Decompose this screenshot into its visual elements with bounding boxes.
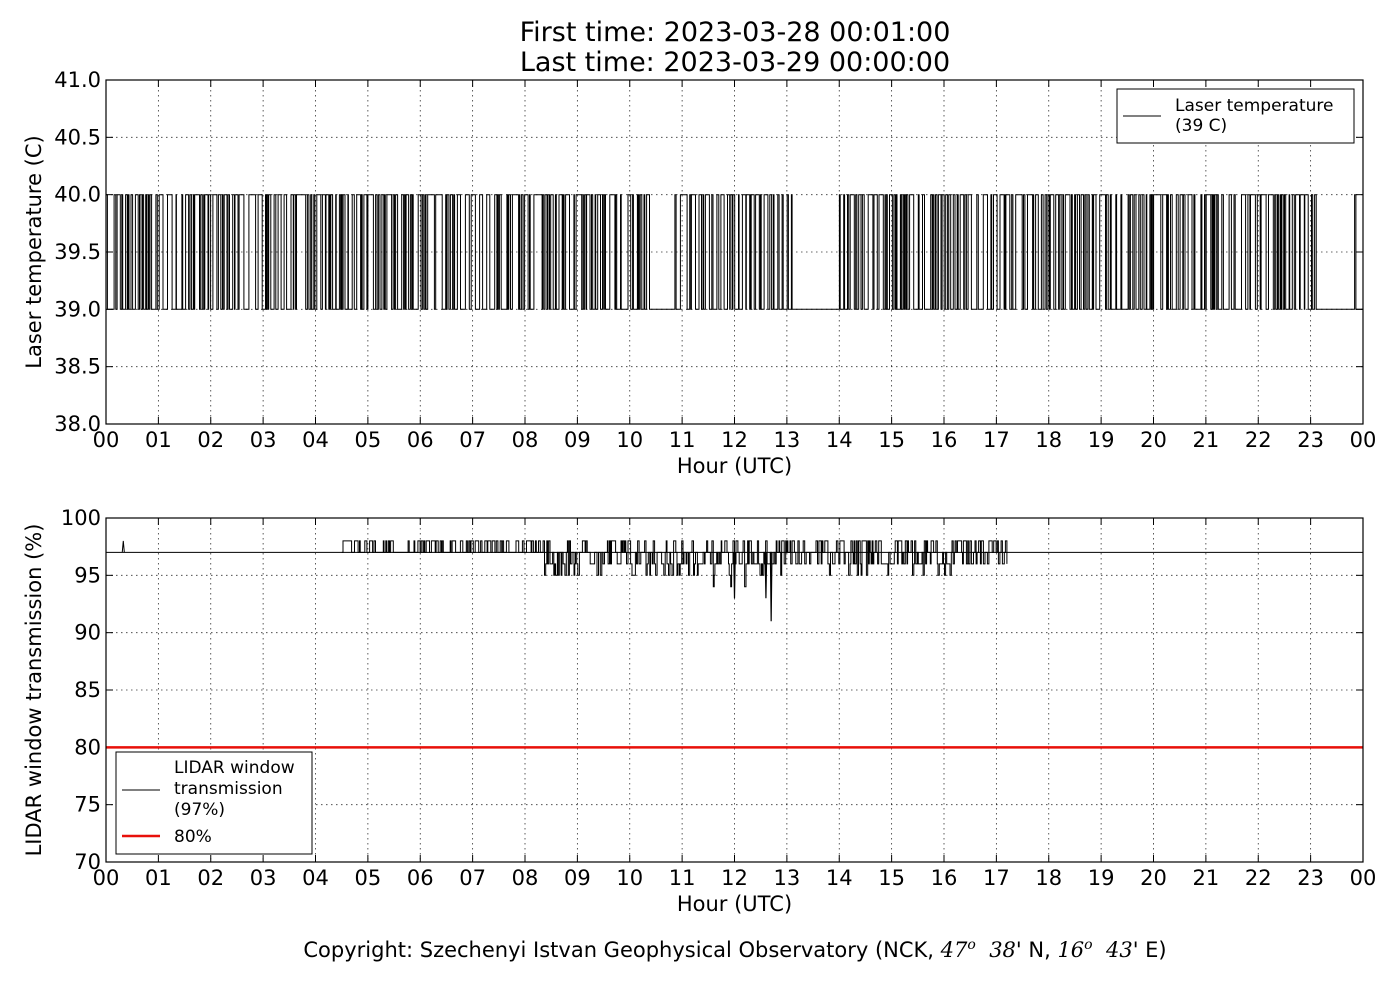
transmission-dip: [764, 552, 768, 599]
legend-label: Laser temperature: [1175, 96, 1333, 116]
legend-label: LIDAR window: [174, 758, 295, 778]
x-tick-label: 15: [878, 866, 905, 890]
x-tick-label: 14: [826, 866, 853, 890]
x-tick-label: 05: [355, 866, 382, 890]
longitude-suffix: ' E): [1132, 938, 1167, 962]
x-tick-label: 08: [512, 866, 539, 890]
x-tick-label: 22: [1245, 428, 1272, 452]
x-tick-label: 16: [931, 428, 958, 452]
lidar-transmission-panel: 00 01 02 03 04 05 06 07 08 09 10 11 12 13 14 15 16 17 18 19…: [22, 506, 1376, 916]
chart-title-line-2: Last time: 2023-03-29 00:00:00: [519, 47, 951, 78]
x-tick-label: 05: [355, 428, 382, 452]
x-tick-label: 23: [1297, 428, 1324, 452]
laser-temperature-series-line: [106, 194, 1363, 310]
x-tick-label: 04: [302, 428, 329, 452]
x-tick-label: 03: [250, 866, 277, 890]
x-tick-label: 18: [1035, 428, 1062, 452]
transmission-dip: [733, 552, 736, 599]
legend-label-threshold: 80%: [174, 827, 212, 847]
x-tick-label: 19: [1088, 866, 1115, 890]
x-tick-label: 15: [878, 428, 905, 452]
longitude-minutes: 43: [1105, 938, 1133, 962]
transmission-series-line: [341, 540, 1008, 588]
x-tick-label: 09: [564, 866, 591, 890]
x-tick-label: 00: [1350, 866, 1377, 890]
plot-frame: [105, 517, 1364, 863]
y-tick-label: 70: [74, 850, 101, 874]
x-tick-label: 01: [145, 866, 172, 890]
x-tick-label: 02: [197, 866, 224, 890]
x-axis-label: Hour (UTC): [677, 892, 792, 916]
x-tick-label: 08: [512, 428, 539, 452]
x-tick-label: 00: [1350, 428, 1377, 452]
y-axis-label: LIDAR window transmission (%): [22, 524, 46, 857]
laser-temperature-panel: 00 01 02 03 04 05 06 07 08 09 10 11 12 13 14 15 16 17 18 19…: [22, 68, 1376, 478]
x-tick-label: 10: [616, 866, 643, 890]
x-tick-label: 23: [1297, 866, 1324, 890]
transmission-spike: [121, 540, 125, 553]
x-tick-label: 17: [983, 866, 1010, 890]
x-tick-label: 18: [1035, 866, 1062, 890]
x-tick-label: 03: [250, 428, 277, 452]
longitude-degrees: 16: [1057, 938, 1085, 962]
y-tick-label: 38.5: [54, 355, 101, 379]
y-tick-label: 38.0: [54, 412, 101, 436]
latitude-minutes: 38: [989, 938, 1016, 962]
x-tick-label: 02: [197, 428, 224, 452]
copyright-footer: Copyright: Szechenyi Istvan Geophysical …: [0, 937, 1400, 962]
degree-mark: o: [967, 937, 976, 953]
legend-label: transmission: [174, 779, 283, 799]
y-tick-label: 100: [61, 506, 101, 530]
y-tick-label: 39.0: [54, 297, 101, 321]
y-tick-label: 40.5: [54, 125, 101, 149]
plot-frame: [105, 79, 1364, 425]
x-tick-label: 22: [1245, 866, 1272, 890]
x-tick-label: 06: [407, 428, 434, 452]
x-axis-label: Hour (UTC): [677, 454, 792, 478]
x-tick-label: 13: [774, 428, 801, 452]
x-tick-label: 00: [93, 428, 120, 452]
x-tick-label: 06: [407, 866, 434, 890]
x-tick-label: 04: [302, 866, 329, 890]
y-tick-label: 75: [74, 793, 101, 817]
x-tick-label: 17: [983, 428, 1010, 452]
y-tick-label: 41.0: [54, 68, 101, 92]
x-tick-label: 07: [459, 428, 486, 452]
legend-label: (39 C): [1175, 116, 1227, 136]
x-tick-label: 07: [459, 866, 486, 890]
y-tick-label: 95: [74, 563, 101, 587]
x-tick-label: 12: [721, 866, 748, 890]
y-tick-label: 40.0: [54, 183, 101, 207]
transmission-dip: [769, 552, 773, 622]
x-tick-label: 12: [721, 428, 748, 452]
x-tick-label: 11: [669, 866, 696, 890]
x-tick-label: 11: [669, 428, 696, 452]
copyright-prefix: Copyright: Szechenyi Istvan Geophysical …: [303, 938, 941, 962]
x-tick-label: 20: [1140, 428, 1167, 452]
degree-mark: o: [1084, 937, 1093, 953]
latitude-suffix: ' N,: [1015, 938, 1058, 962]
x-tick-label: 13: [774, 866, 801, 890]
x-tick-label: 14: [826, 428, 853, 452]
x-tick-label: 20: [1140, 866, 1167, 890]
legend-laser-temperature: Laser temperature(39 C): [1116, 88, 1355, 144]
x-tick-label: 21: [1193, 866, 1220, 890]
y-tick-label: 39.5: [54, 240, 101, 264]
y-tick-label: 90: [74, 621, 101, 645]
x-tick-label: 16: [931, 866, 958, 890]
x-tick-label: 09: [564, 428, 591, 452]
x-tick-label: 21: [1193, 428, 1220, 452]
legend-label: (97%): [174, 800, 225, 820]
latitude-degrees: 47: [940, 938, 968, 962]
chart-title-line-1: First time: 2023-03-28 00:01:00: [519, 17, 951, 48]
x-tick-label: 00: [93, 866, 120, 890]
x-tick-label: 01: [145, 428, 172, 452]
x-tick-label: 19: [1088, 428, 1115, 452]
y-tick-label: 85: [74, 678, 101, 702]
x-tick-label: 10: [616, 428, 643, 452]
y-axis-label: Laser temperature (C): [22, 135, 46, 368]
y-tick-label: 80: [74, 735, 101, 759]
